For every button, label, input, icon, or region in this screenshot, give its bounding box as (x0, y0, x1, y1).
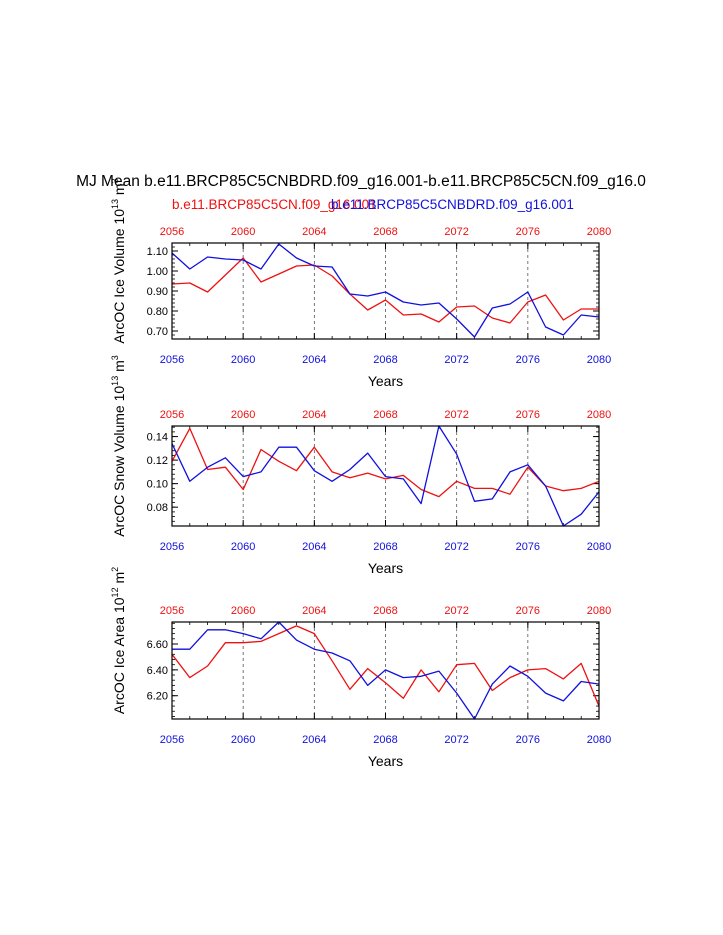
x-top-tick-label: 2060 (231, 226, 255, 238)
y-label-name: ArcOC Ice Volume (111, 225, 127, 344)
plot-frame (171, 242, 600, 340)
x-tick-label: 2056 (160, 354, 184, 366)
x-tick-label: 2068 (373, 541, 397, 553)
x-tick-label: 2060 (231, 541, 255, 553)
x-top-tick-label: 2064 (302, 409, 326, 421)
y-tick-label: 0.12 (147, 455, 168, 467)
plot-frame (171, 425, 600, 527)
x-tick-label: 2080 (587, 354, 611, 366)
legend-red-label: b.e11.BRCP85C5CN.f09_g16.001 (172, 197, 377, 212)
x-tick-label: 2056 (160, 734, 184, 746)
x-top-tick-label: 2056 (160, 605, 184, 617)
x-top-tick-label: 2080 (587, 605, 611, 617)
y-label-name: ArcOC Ice Area (111, 613, 127, 714)
y-label-unit-exp: 13 (110, 376, 120, 386)
y-label-unit-tail-exp: 3 (110, 178, 120, 183)
x-tick-label: 2076 (516, 354, 540, 366)
series-line-red (171, 427, 600, 498)
y-label-unit-tail: m (111, 360, 127, 376)
panel-2: 2056 2056 2060 2060 2064 2064 2068 2068 2072 2072… (110, 355, 611, 576)
y-tick-label: 6.20 (147, 691, 168, 703)
x-tick-label: 2076 (516, 734, 540, 746)
series-line-red (171, 257, 599, 324)
x-axis-label: Years (368, 753, 403, 769)
y-label-name: ArcOC Snow Volume (111, 401, 127, 536)
y-tick-label: 0.70 (147, 326, 168, 338)
y-label-unit-tail-exp: 3 (110, 355, 120, 360)
x-top-tick-label: 2080 (587, 226, 611, 238)
x-top-tick-label: 2068 (373, 409, 397, 421)
panels-group: 2056 2056 2060 2060 2064 2064 2068 2068 2072 2072… (110, 178, 611, 769)
x-axis-label: Years (368, 373, 403, 389)
y-label-unit-base: 10 (111, 386, 127, 402)
y-label-unit-base: 10 (111, 597, 127, 613)
x-top-tick-label: 2064 (302, 605, 326, 617)
y-tick-label: 0.08 (147, 502, 168, 514)
figure-title: MJ Mean b.e11.BRCP85C5CNBDRD.f09_g16.001… (76, 173, 646, 190)
x-top-tick-label: 2060 (231, 605, 255, 617)
y-tick-label: 1.00 (147, 266, 168, 278)
y-tick-label: 0.80 (147, 306, 168, 318)
series-line-blue (172, 621, 600, 720)
series-line-red (171, 625, 600, 707)
y-tick-label: 6.40 (147, 665, 168, 677)
x-tick-label: 2068 (373, 734, 397, 746)
x-tick-label: 2080 (587, 541, 611, 553)
panel-1: 2056 2056 2060 2060 2064 2064 2068 2068 2072 2072… (110, 178, 611, 389)
y-tick-label: 0.14 (147, 432, 168, 444)
x-tick-label: 2072 (444, 354, 468, 366)
y-tick-label: 1.10 (147, 246, 168, 258)
x-top-tick-label: 2076 (516, 409, 540, 421)
y-label-unit-exp: 12 (110, 587, 120, 597)
x-tick-label: 2068 (373, 354, 397, 366)
y-axis-label: ArcOC Ice Area 1012 m2 (110, 567, 127, 714)
x-top-tick-label: 2080 (587, 409, 611, 421)
y-axis-label: ArcOC Ice Volume 1013 m3 (110, 178, 127, 343)
y-tick-label: 0.90 (147, 286, 168, 298)
y-label-unit-tail: m (111, 572, 127, 588)
series-line-blue (171, 425, 600, 527)
x-top-tick-label: 2076 (516, 605, 540, 617)
x-tick-label: 2072 (444, 541, 468, 553)
y-label-unit-base: 10 (111, 209, 127, 225)
x-tick-label: 2064 (302, 354, 326, 366)
x-tick-label: 2056 (160, 541, 184, 553)
x-top-tick-label: 2068 (373, 605, 397, 617)
y-tick-label: 0.10 (147, 479, 168, 491)
x-top-tick-label: 2068 (373, 226, 397, 238)
panel-3: 2056 2056 2060 2060 2064 2064 2068 2068 2072 2072… (110, 567, 611, 769)
x-top-tick-label: 2064 (302, 226, 326, 238)
x-tick-label: 2060 (231, 734, 255, 746)
x-tick-label: 2072 (444, 734, 468, 746)
x-top-tick-label: 2076 (516, 226, 540, 238)
x-tick-label: 2076 (516, 541, 540, 553)
x-top-tick-label: 2072 (444, 605, 468, 617)
x-top-tick-label: 2072 (444, 226, 468, 238)
x-tick-label: 2064 (302, 734, 326, 746)
y-label-unit-exp: 13 (110, 199, 120, 209)
y-tick-label: 6.60 (147, 639, 168, 651)
x-tick-label: 2080 (587, 734, 611, 746)
x-top-tick-label: 2060 (231, 409, 255, 421)
y-axis-label: ArcOC Snow Volume 1013 m3 (110, 355, 127, 537)
x-top-tick-label: 2056 (160, 226, 184, 238)
x-axis-label: Years (368, 560, 403, 576)
legend-blue-label: b.e11.BRCP85C5CNBDRD.f09_g16.001 (331, 197, 574, 212)
x-top-tick-label: 2056 (160, 409, 184, 421)
x-tick-label: 2064 (302, 541, 326, 553)
x-top-tick-label: 2072 (444, 409, 468, 421)
x-tick-label: 2060 (231, 354, 255, 366)
y-label-unit-tail-exp: 2 (110, 567, 120, 572)
series-line-blue (171, 243, 600, 338)
y-label-unit-tail: m (111, 183, 127, 199)
plot-frame (171, 621, 600, 720)
